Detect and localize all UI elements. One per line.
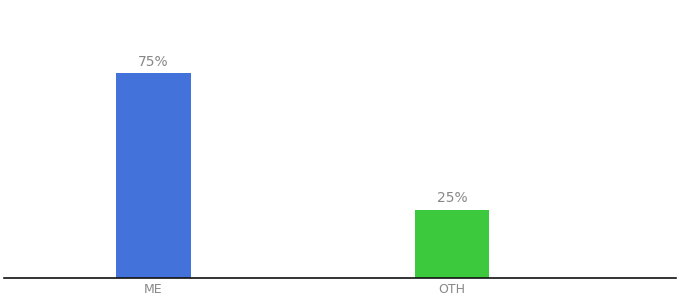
Text: 25%: 25% — [437, 191, 467, 206]
Bar — [116, 73, 191, 278]
Text: 75%: 75% — [138, 55, 169, 68]
Bar — [415, 209, 489, 278]
